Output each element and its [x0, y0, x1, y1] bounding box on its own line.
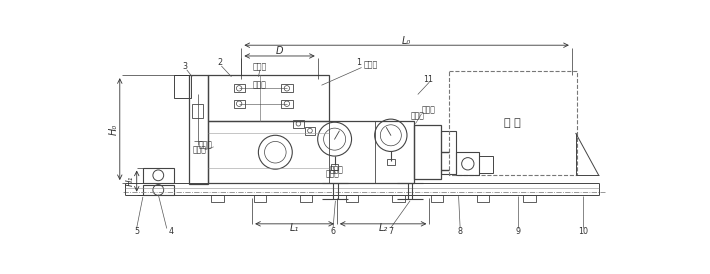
Bar — [331, 164, 339, 170]
Text: 泥泵站: 泥泵站 — [364, 61, 378, 70]
Text: 11: 11 — [422, 75, 433, 84]
Bar — [234, 100, 244, 108]
Text: 有杆腔: 有杆腔 — [192, 145, 206, 155]
Bar — [207, 75, 329, 121]
Bar — [207, 121, 414, 183]
Text: 10: 10 — [579, 227, 589, 236]
Bar — [174, 75, 190, 98]
Bar — [305, 127, 315, 135]
Bar — [280, 84, 293, 92]
Text: 有杆腔: 有杆腔 — [198, 140, 212, 149]
Text: H₀: H₀ — [109, 124, 119, 135]
Bar — [477, 195, 489, 202]
Bar — [253, 195, 266, 202]
Text: 2: 2 — [217, 58, 222, 67]
Text: 无杆腔: 无杆腔 — [330, 165, 344, 175]
Bar — [387, 159, 395, 165]
Bar — [189, 75, 207, 184]
Text: 9: 9 — [515, 227, 520, 236]
Bar — [234, 84, 244, 92]
Bar — [523, 195, 535, 202]
Text: 4: 4 — [169, 227, 174, 236]
Bar — [431, 195, 443, 202]
Text: 1: 1 — [356, 58, 361, 67]
Text: H₁: H₁ — [126, 176, 135, 186]
Text: 6: 6 — [331, 227, 336, 236]
Text: 有杆腔: 有杆腔 — [411, 112, 425, 121]
Bar — [300, 195, 312, 202]
Text: 7: 7 — [388, 227, 393, 236]
Bar — [479, 156, 493, 173]
Bar — [192, 104, 203, 118]
Bar — [143, 168, 174, 183]
Bar — [457, 152, 479, 175]
Text: L₀: L₀ — [402, 36, 411, 45]
Text: 3: 3 — [182, 62, 187, 71]
Bar — [393, 195, 405, 202]
Bar — [143, 185, 174, 195]
Bar — [346, 195, 359, 202]
Bar — [293, 120, 304, 128]
Text: 无杆腔: 无杆腔 — [253, 62, 267, 71]
Bar — [441, 132, 457, 174]
Text: L₂: L₂ — [378, 224, 388, 233]
Text: 重 物: 重 物 — [505, 118, 521, 128]
Bar — [449, 72, 577, 175]
Bar — [212, 195, 224, 202]
Bar — [414, 125, 441, 179]
Text: 有杆腔: 有杆腔 — [422, 105, 435, 114]
Text: 8: 8 — [458, 227, 463, 236]
Text: 无杆腔: 无杆腔 — [325, 169, 339, 178]
Text: L₁: L₁ — [290, 224, 299, 233]
Text: 5: 5 — [134, 227, 139, 236]
Text: D: D — [275, 46, 283, 56]
Text: 无杆腔: 无杆腔 — [253, 81, 267, 90]
Bar — [280, 100, 293, 108]
